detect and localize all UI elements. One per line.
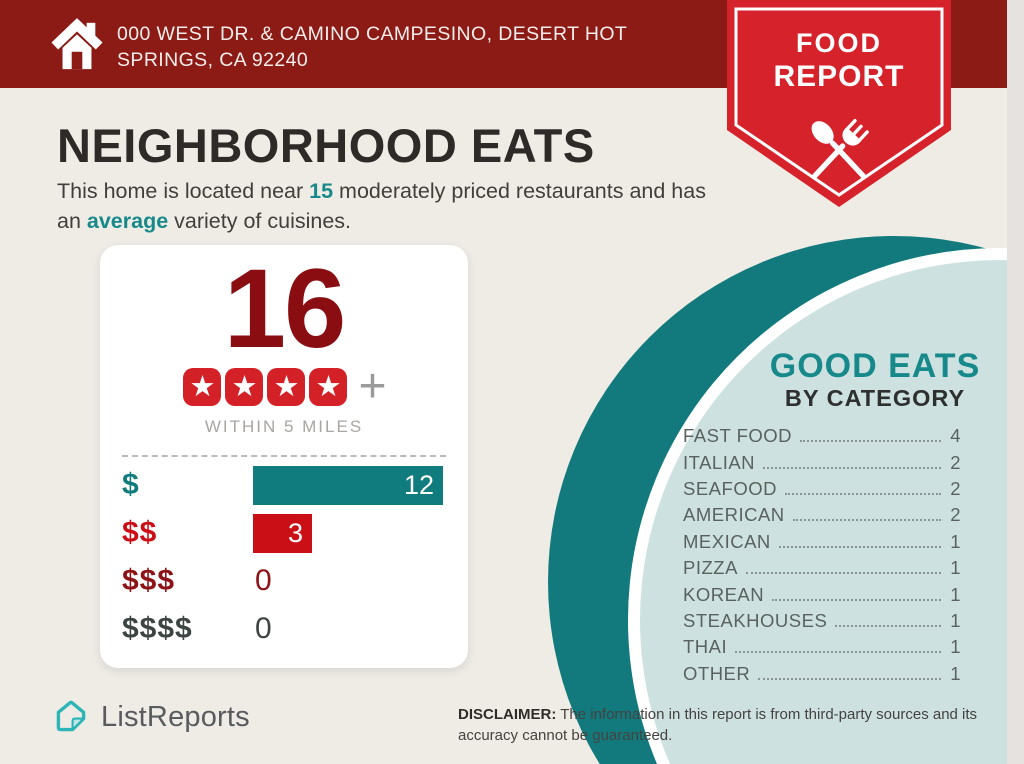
cuisine-count: 1 [950,662,961,684]
spoon-fork-icon [811,119,869,179]
dotted-leader [772,589,941,601]
price-row: $$$ 0 [122,557,446,605]
badge-title-line1: FOOD [796,28,882,58]
cuisine-count: 4 [950,425,961,447]
dotted-leader [745,562,941,575]
cuisine-label: PIZZA [683,557,738,579]
cuisine-row: THAI 1 [683,634,961,660]
cuisine-count: 1 [950,609,961,631]
cuisine-count: 2 [950,477,961,499]
cuisine-row: SEAFOOD 2 [683,476,961,502]
badge-inner-outline [734,7,944,197]
restaurant-count-highlight: 15 [309,179,334,203]
page-title: NEIGHBORHOOD EATS [57,119,595,172]
price-level-label: $ [122,468,140,501]
price-bar: 3 [253,513,312,553]
address-line-2: SPRINGS, CA 92240 [117,49,309,71]
cuisine-row: STEAKHOUSES 1 [683,608,961,634]
bar-area: 0 [253,562,446,601]
cuisine-row: AMERICAN 2 [683,502,961,528]
dotted-leader [735,641,941,654]
variety-highlight: average [86,209,169,233]
cuisine-label: SEAFOOD [683,477,777,499]
radius-caption: WITHIN 5 MILES [204,417,364,436]
star-rating: ★ ★ ★ ★ + [100,360,468,413]
cuisine-row: OTHER 1 [683,661,961,687]
address-line-1: 000 WEST DR. & CAMINO CAMPESINO, DESERT … [117,23,628,45]
dotted-leader [835,615,941,627]
restaurant-total-count: 16 [223,246,347,371]
restaurant-stat-card: 16 ★ ★ ★ ★ + WITHIN 5 MILES $12 $$ 3 $$$ 0 $$$$ 0 [100,245,468,668]
cuisine-row: PIZZA 1 [683,555,961,581]
price-level-label: $$$ [122,564,176,597]
price-bar: 12 [253,465,443,505]
price-row: $$$$ 0 [122,605,446,653]
cuisine-row: FAST FOOD 4 [683,423,961,449]
cuisine-label: AMERICAN [683,504,785,526]
subtitle-text-3: variety of cuisines. [168,209,352,233]
cuisine-count: 1 [950,530,961,552]
price-level-bar-chart: $12 $$ 3 $$$ 0 $$$$ 0 [122,461,446,653]
dotted-leader [784,483,941,495]
page-subtitle: This home is located near 15 moderately … [57,176,717,236]
badge-title-line2: REPORT [773,60,904,93]
brand-name: ListReports [101,700,250,733]
dashed-divider [122,455,446,457]
price-level-label: $$ [122,516,158,549]
subtitle-text-1: This home is located near [57,179,310,203]
cuisine-row: MEXICAN 1 [683,529,961,555]
star-icon: ★ [225,368,264,406]
dotted-leader [763,457,941,469]
cuisine-row: ITALIAN 2 [683,449,961,475]
price-zero-value: 0 [255,611,272,645]
price-bar-value: 12 [403,469,434,500]
cuisine-count: 1 [950,557,961,579]
cuisine-label: THAI [683,636,728,658]
cuisine-label: STEAKHOUSES [683,609,828,631]
cuisine-count: 1 [950,636,961,658]
price-zero-value: 0 [255,563,272,597]
dotted-leader [800,430,941,443]
price-row: $12 [122,461,446,509]
cuisine-count: 1 [950,583,961,605]
disclaimer-text: The information in this report is from t… [458,706,978,744]
home-icon [51,18,103,70]
listreports-house-icon [56,700,86,732]
bar-area: 3 [253,513,446,553]
food-report-badge: FOOD REPORT [727,0,951,207]
star-icon: ★ [267,368,306,406]
cuisine-label: KOREAN [683,583,765,605]
star-icon: ★ [183,368,222,406]
cuisine-count: 2 [950,504,961,526]
good-eats-subtitle: BY CATEGORY [784,385,966,411]
cuisine-count: 2 [950,451,961,473]
dotted-leader [792,509,941,522]
price-bar-value: 3 [287,517,303,548]
cuisine-label: FAST FOOD [683,425,793,447]
cuisine-label: MEXICAN [683,530,771,552]
subtitle-text-2: moderately priced restaurants and has an [57,179,706,233]
bar-area: 0 [253,610,446,649]
dotted-leader [778,536,941,548]
plus-icon: + [358,360,387,413]
star-icon: ★ [309,368,348,406]
brand-logo: ListReports [50,696,250,738]
disclaimer-label: DISCLAIMER: [458,706,557,723]
price-level-label: $$$$ [122,612,193,645]
disclaimer: DISCLAIMER: The information in this repo… [458,704,998,746]
cuisine-label: ITALIAN [683,451,756,473]
cuisine-label: OTHER [683,662,751,684]
price-row: $$ 3 [122,509,446,557]
property-address: 000 WEST DR. & CAMINO CAMPESINO, DESERT … [117,21,627,73]
dotted-leader [758,668,941,680]
bar-area: 12 [253,465,446,505]
cuisine-row: KOREAN 1 [683,581,961,607]
good-eats-title: GOOD EATS [769,347,981,385]
cuisine-category-list: FAST FOOD 4 ITALIAN 2 SEAFOOD 2 AMERICAN 2 MEXIC… [683,423,961,687]
